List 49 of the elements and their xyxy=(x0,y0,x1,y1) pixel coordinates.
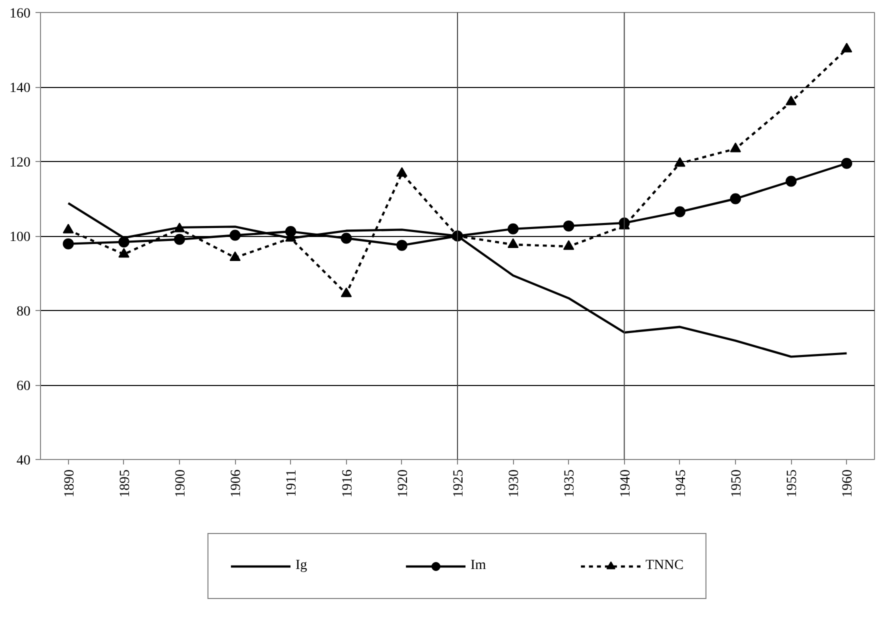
x-tick-label: 1906 xyxy=(229,470,244,498)
legend-label: Im xyxy=(470,558,487,574)
point xyxy=(174,234,185,245)
x-tick-label: 1895 xyxy=(118,470,133,498)
point xyxy=(730,142,741,152)
point xyxy=(563,220,574,232)
x-tick-label: 1930 xyxy=(507,470,522,498)
point xyxy=(563,240,574,250)
point xyxy=(396,167,408,177)
x-tick-label: 1950 xyxy=(730,470,744,498)
point xyxy=(230,230,241,241)
y-tick-label: 160 xyxy=(10,6,30,22)
point xyxy=(396,240,408,251)
point xyxy=(118,236,130,248)
point xyxy=(674,206,686,218)
point xyxy=(62,238,74,250)
y-tick-label: 120 xyxy=(10,156,30,170)
x-tick-label: 1945 xyxy=(674,470,689,498)
x-tick-label: 1960 xyxy=(840,470,856,498)
x-tick-label: 1925 xyxy=(452,470,466,498)
point xyxy=(118,248,130,258)
point xyxy=(508,238,519,248)
legend-label: TNNC xyxy=(645,558,684,574)
x-tick-label: 1890 xyxy=(62,470,78,498)
y-tick-label: 140 xyxy=(10,81,30,96)
x-tick-label: 1935 xyxy=(562,470,578,498)
x-tick-label: 1955 xyxy=(785,470,800,498)
point xyxy=(841,42,852,52)
point xyxy=(786,96,797,106)
y-tick-label: 60 xyxy=(16,379,30,394)
point xyxy=(340,287,352,298)
x-tick-label: 1920 xyxy=(396,470,411,498)
point xyxy=(174,222,185,232)
point xyxy=(730,193,741,204)
legend-label: Ig xyxy=(295,558,308,574)
point xyxy=(62,224,74,234)
y-tick-label: 80 xyxy=(16,304,30,320)
x-tick-label: 1916 xyxy=(340,470,356,498)
x-tick-label: 1900 xyxy=(174,470,188,498)
point xyxy=(841,158,852,169)
point xyxy=(674,157,686,167)
y-tick-label: 100 xyxy=(10,230,30,245)
x-tick-label: 1940 xyxy=(618,470,634,498)
x-tick-label: 1911 xyxy=(284,469,300,497)
point xyxy=(340,232,352,244)
point xyxy=(508,223,519,234)
point xyxy=(230,251,241,261)
y-tick-label: 40 xyxy=(16,454,30,468)
point xyxy=(786,176,797,187)
